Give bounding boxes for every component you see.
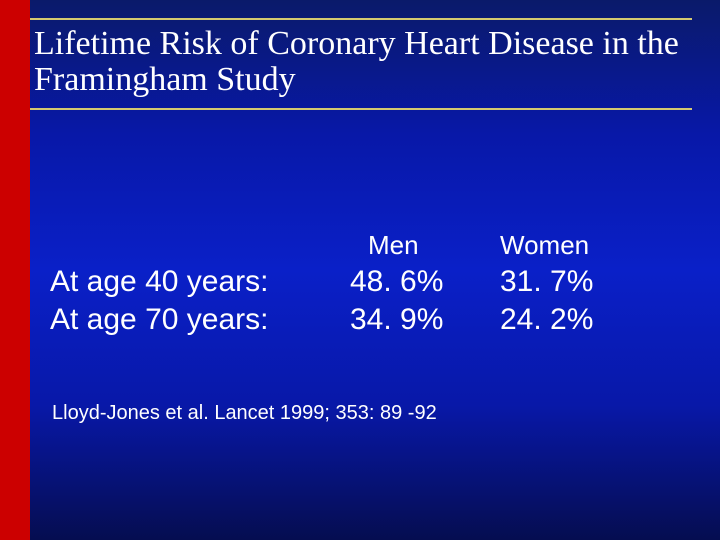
title-rule-bottom — [30, 108, 692, 110]
table-header-row: Men Women — [50, 230, 690, 261]
title-rule-top — [30, 18, 692, 20]
row-label-age40: At age 40 years: — [50, 263, 350, 301]
risk-table: Men Women At age 40 years: 48. 6% 31. 7%… — [50, 230, 690, 338]
slide-content: Lifetime Risk of Coronary Heart Disease … — [30, 0, 720, 540]
cell-age40-men: 48. 6% — [350, 263, 500, 301]
col-header-women: Women — [500, 230, 660, 261]
table-row: At age 70 years: 34. 9% 24. 2% — [50, 301, 690, 339]
left-accent-bar — [0, 0, 30, 540]
citation-text: Lloyd-Jones et al. Lancet 1999; 353: 89 … — [52, 402, 437, 425]
cell-age40-women: 31. 7% — [500, 263, 660, 301]
slide-title: Lifetime Risk of Coronary Heart Disease … — [34, 26, 700, 97]
cell-age70-women: 24. 2% — [500, 301, 660, 339]
cell-age70-men: 34. 9% — [350, 301, 500, 339]
row-label-age70: At age 70 years: — [50, 301, 350, 339]
slide: Lifetime Risk of Coronary Heart Disease … — [0, 0, 720, 540]
table-row: At age 40 years: 48. 6% 31. 7% — [50, 263, 690, 301]
col-header-men: Men — [350, 230, 500, 261]
